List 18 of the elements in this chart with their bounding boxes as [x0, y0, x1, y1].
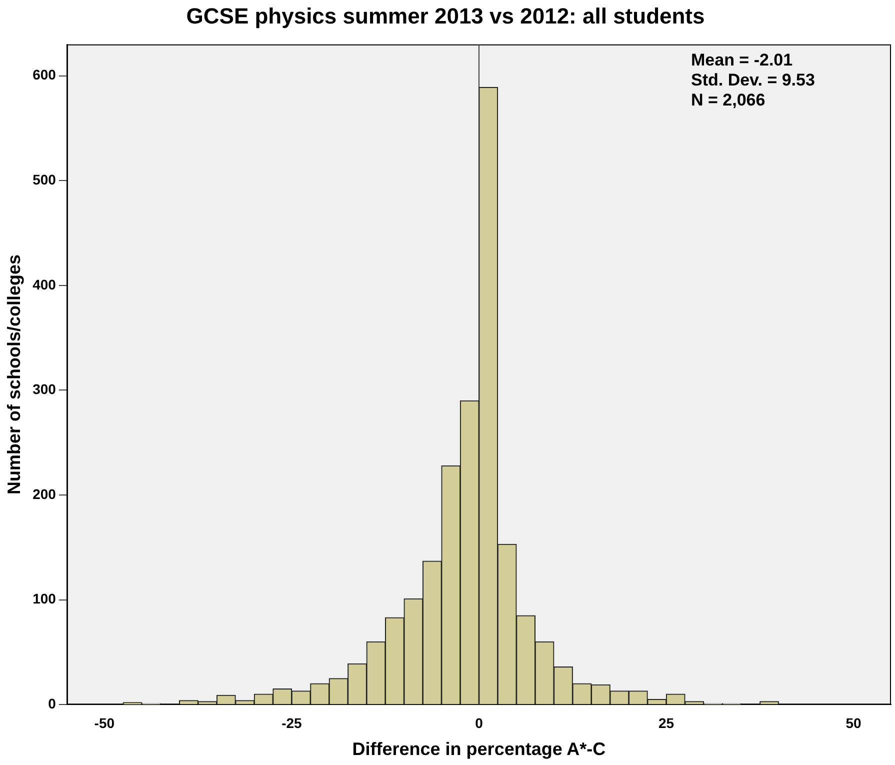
- x-tick-label: 0: [475, 714, 484, 731]
- x-tick-label: 25: [658, 714, 674, 731]
- y-tick-label: 400: [32, 276, 56, 292]
- chart-title: GCSE physics summer 2013 vs 2012: all students: [186, 3, 705, 28]
- x-axis-title: Difference in percentage A*-C: [352, 739, 606, 760]
- y-tick-label: 0: [48, 695, 56, 712]
- y-tick-label: 600: [32, 66, 56, 83]
- annotation: Mean = -2.01: [691, 50, 793, 70]
- y-tick-label: 300: [32, 381, 56, 398]
- y-tick-label: 200: [32, 486, 56, 502]
- x-tick-label: -25: [282, 714, 302, 731]
- annotation: Std. Dev. = 9.53: [691, 70, 815, 90]
- y-tick-label: 500: [32, 171, 56, 188]
- x-tick-label: 50: [846, 714, 862, 731]
- y-axis-title: Number of schools/colleges: [4, 254, 24, 495]
- y-tick-label: 100: [32, 590, 56, 607]
- x-tick-label: -50: [94, 714, 115, 731]
- annotation: N = 2,066: [691, 90, 766, 110]
